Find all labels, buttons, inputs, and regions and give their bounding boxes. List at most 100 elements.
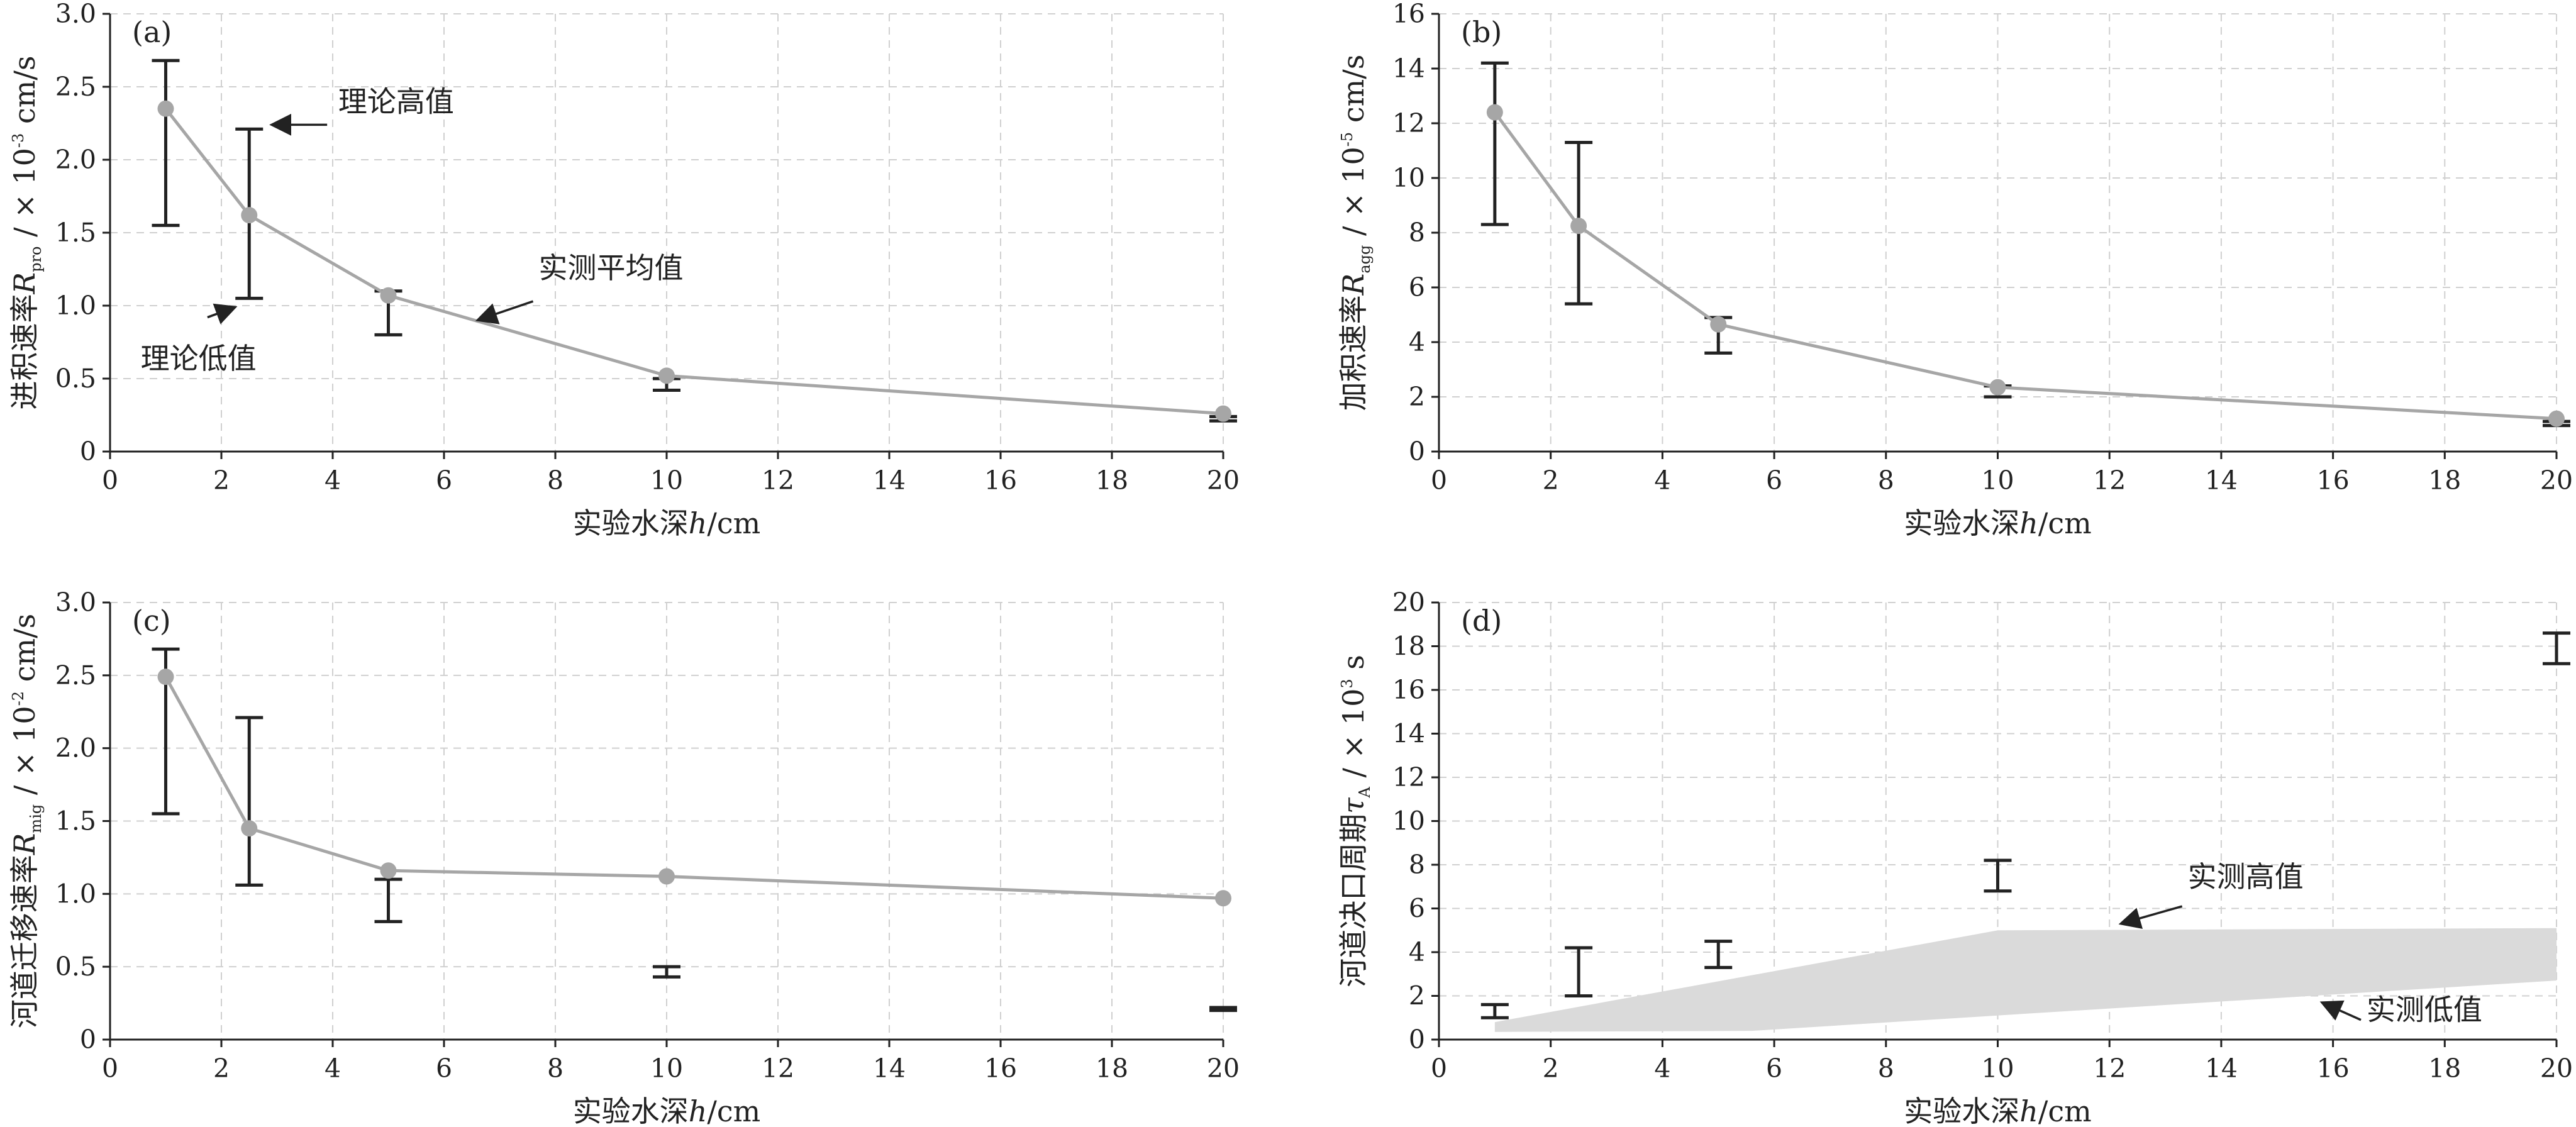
range-bar — [1480, 1002, 1509, 1019]
y-tick-label: 2.5 — [55, 660, 96, 691]
mean-point — [1989, 379, 2006, 396]
range-bar — [374, 877, 402, 923]
annotation-arrow — [2118, 905, 2183, 930]
y-tick-label: 0 — [1409, 436, 1425, 467]
y-tick-label: 14 — [1392, 53, 1425, 84]
y-axis-label-sub: mig — [27, 804, 45, 833]
x-tick-label: 8 — [1878, 465, 1894, 496]
y-tick-label: 16 — [1392, 0, 1425, 29]
y-axis-label-main: 河道迁移速率 — [8, 855, 42, 1028]
x-axis-label: 实验水深h/cm — [573, 506, 761, 540]
y-tick-label: 1.5 — [55, 218, 96, 248]
x-axis-label-unit: /cm — [2038, 1094, 2092, 1127]
annotation-arrow — [207, 303, 238, 325]
mean-point — [380, 862, 397, 879]
range-bar — [653, 965, 680, 979]
range-bar — [1704, 940, 1733, 969]
y-tick-label: 2.0 — [55, 145, 96, 175]
x-tick-label: 20 — [2540, 465, 2573, 496]
x-tick-label: 4 — [1654, 465, 1670, 496]
x-tick-label: 4 — [1654, 1053, 1670, 1084]
x-tick-label: 10 — [1981, 1053, 2014, 1084]
x-axis-label: 实验水深h/cm — [1904, 506, 2092, 540]
panel-label: (d) — [1461, 604, 1502, 638]
x-axis-label: 实验水深h/cm — [1904, 1094, 2092, 1127]
range-bar — [235, 716, 264, 887]
x-tick-label: 18 — [2428, 465, 2461, 496]
panel-d: 0 2 4 6 8 10 12 14 16 18 20 0 2 4 6 8 10 12 14 16 18 20 (d) 实验水… — [1336, 587, 2573, 1127]
y-axis-label: 河道决口周期τA / × 103 s — [1336, 655, 1374, 987]
x-axis-label-var: h — [2019, 506, 2038, 540]
x-axis-label-var: h — [2019, 1094, 2038, 1127]
x-tick-label: 12 — [2093, 465, 2126, 496]
mean-point — [157, 669, 174, 686]
range-bar — [1480, 61, 1509, 226]
x-axis-label-main: 实验水深 — [573, 1094, 689, 1127]
mean-line — [1493, 111, 2557, 421]
mean-point — [1570, 218, 1587, 235]
y-tick-label: 10 — [1392, 806, 1425, 836]
y-tick-label: 1.0 — [55, 291, 96, 321]
y-tick-label: 20 — [1392, 587, 1425, 618]
y-axis-label-exp: -2 — [9, 691, 27, 706]
y-axis-label-exp: -3 — [9, 133, 27, 148]
x-tick-label: 6 — [436, 1053, 452, 1084]
mean-point — [658, 367, 675, 384]
y-tick-label: 3.0 — [55, 587, 96, 618]
mean-point — [241, 207, 258, 224]
panel-c: 0 2 4 6 8 10 12 14 16 18 20 0 0.5 1.0 1.5 2.0 2.5 3.0 (c) 实… — [8, 587, 1240, 1127]
annotation-text: 实测高值 — [2188, 860, 2304, 894]
x-tick-label: 12 — [762, 465, 794, 496]
y-axis-label-var: R — [8, 833, 42, 856]
x-tick-label: 16 — [984, 1053, 1017, 1084]
x-tick-label: 10 — [650, 465, 683, 496]
y-tick-label: 0 — [80, 436, 96, 467]
x-tick-label: 20 — [2540, 1053, 2573, 1084]
y-axis-label-unit: cm/s — [8, 56, 42, 133]
y-axis-label-unit-prefix: / × 10 — [1336, 689, 1370, 787]
y-axis-label: 河道迁移速率Rmig / × 10-2 cm/s — [8, 614, 45, 1028]
x-tick-label: 2 — [1543, 1053, 1559, 1084]
x-axis-label-var: h — [689, 1094, 708, 1127]
mean-point — [1215, 890, 1231, 907]
y-axis-label-unit: cm/s — [8, 614, 42, 691]
y-axis-label: 进积速率Rpro / × 10-3 cm/s — [8, 56, 45, 410]
mean-point — [1710, 316, 1727, 333]
x-tick-label: 16 — [2317, 465, 2350, 496]
x-axis-label-main: 实验水深 — [573, 506, 689, 540]
x-tick-label: 0 — [1431, 465, 1447, 496]
y-axis-label-exp: -5 — [1338, 132, 1356, 147]
x-axis-label-unit: /cm — [707, 1094, 760, 1127]
x-tick-label: 2 — [213, 465, 230, 496]
y-axis-label-unit-prefix: / × 10 — [8, 706, 42, 804]
annotation-arrow — [2319, 1000, 2362, 1021]
y-axis-label: 加积速率Ragg / × 10-5 cm/s — [1336, 55, 1374, 411]
y-tick-label: 6 — [1409, 272, 1425, 303]
x-tick-label: 8 — [547, 465, 564, 496]
x-tick-label: 6 — [1766, 465, 1782, 496]
x-tick-label: 16 — [2317, 1053, 2350, 1084]
y-tick-label: 1.0 — [55, 879, 96, 909]
annotation: 实测低值 — [2319, 993, 2482, 1027]
y-tick-label: 8 — [1409, 218, 1425, 248]
y-tick-label: 12 — [1392, 108, 1425, 138]
annotation-text: 实测平均值 — [538, 251, 683, 285]
x-tick-label: 10 — [650, 1053, 683, 1084]
x-axis-label-main: 实验水深 — [1904, 1094, 2019, 1127]
x-tick-label: 12 — [2093, 1053, 2126, 1084]
x-tick-label: 10 — [1981, 465, 2014, 496]
y-tick-label: 18 — [1392, 631, 1425, 662]
panels-group: 0 2 4 6 8 10 12 14 16 18 2000.51.01.52.02.53.0(a)实… — [8, 0, 2573, 1127]
y-tick-label: 3.0 — [55, 0, 96, 29]
y-tick-label: 2 — [1409, 981, 1425, 1011]
x-axis-label-unit: /cm — [707, 506, 760, 540]
x-tick-label: 0 — [1431, 1053, 1447, 1084]
y-tick-label: 2.5 — [55, 72, 96, 102]
annotation: 实测高值 — [2118, 860, 2304, 930]
y-tick-label: 4 — [1409, 327, 1425, 357]
annotation-text: 理论高值 — [338, 84, 454, 118]
y-tick-label: 10 — [1392, 163, 1425, 193]
x-tick-label: 0 — [102, 465, 118, 496]
annotation-text: 理论低值 — [141, 341, 257, 375]
range-bar — [1209, 1006, 1237, 1013]
